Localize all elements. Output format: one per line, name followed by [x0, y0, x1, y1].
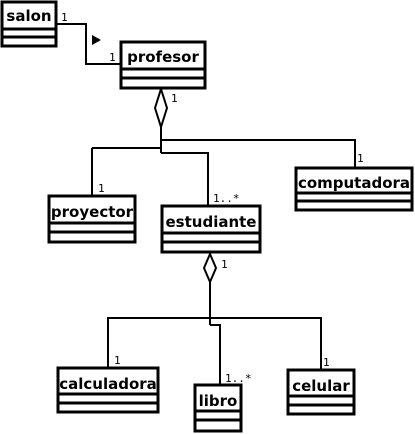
multiplicity-estudiante-aggregate: 1 [221, 258, 228, 271]
multiplicity-calculadora: 1 [114, 354, 121, 367]
aggregation-diamond-icon [153, 85, 169, 131]
class-proyector[interactable]: proyector [47, 194, 137, 244]
assoc-profesor-estudiante [161, 152, 209, 206]
aggregation-diamond-icon [202, 251, 218, 285]
multiplicity-libro: 1..* [225, 372, 252, 385]
class-name: estudiante [166, 213, 257, 231]
class-libro[interactable]: libro [193, 383, 243, 433]
class-profesor[interactable]: profesor [119, 40, 207, 90]
class-name: libro [199, 392, 238, 410]
multiplicity-celular: 1 [323, 356, 330, 369]
assoc-profesor-computadora [161, 139, 356, 168]
direction-arrow-icon [92, 35, 101, 45]
class-salon[interactable]: salon [0, 0, 58, 48]
assoc-salon-profesor [56, 23, 121, 65]
multiplicity-computadora: 1 [357, 152, 364, 165]
class-estudiante[interactable]: estudiante [160, 204, 262, 254]
assoc-estudiante-celular [210, 317, 322, 370]
class-name: proyector [51, 203, 134, 221]
class-name: celular [292, 377, 350, 395]
multiplicity-profesor-aggregate: 1 [171, 92, 178, 105]
multiplicity-salon: 1 [61, 11, 68, 24]
class-computadora[interactable]: computadora [294, 166, 414, 212]
class-name: computadora [298, 174, 410, 192]
assoc-estudiante-calculadora [107, 317, 210, 368]
multiplicity-proyector: 1 [98, 182, 105, 195]
class-celular[interactable]: celular [286, 368, 356, 416]
class-name: calculadora [59, 375, 157, 393]
class-name: profesor [127, 48, 199, 66]
assoc-estudiante-libro [210, 324, 221, 385]
multiplicity-estudiante: 1..* [213, 192, 240, 205]
multiplicity-profesor: 1 [109, 51, 116, 64]
class-name: salon [6, 7, 51, 25]
class-calculadora[interactable]: calculadora [56, 366, 160, 414]
